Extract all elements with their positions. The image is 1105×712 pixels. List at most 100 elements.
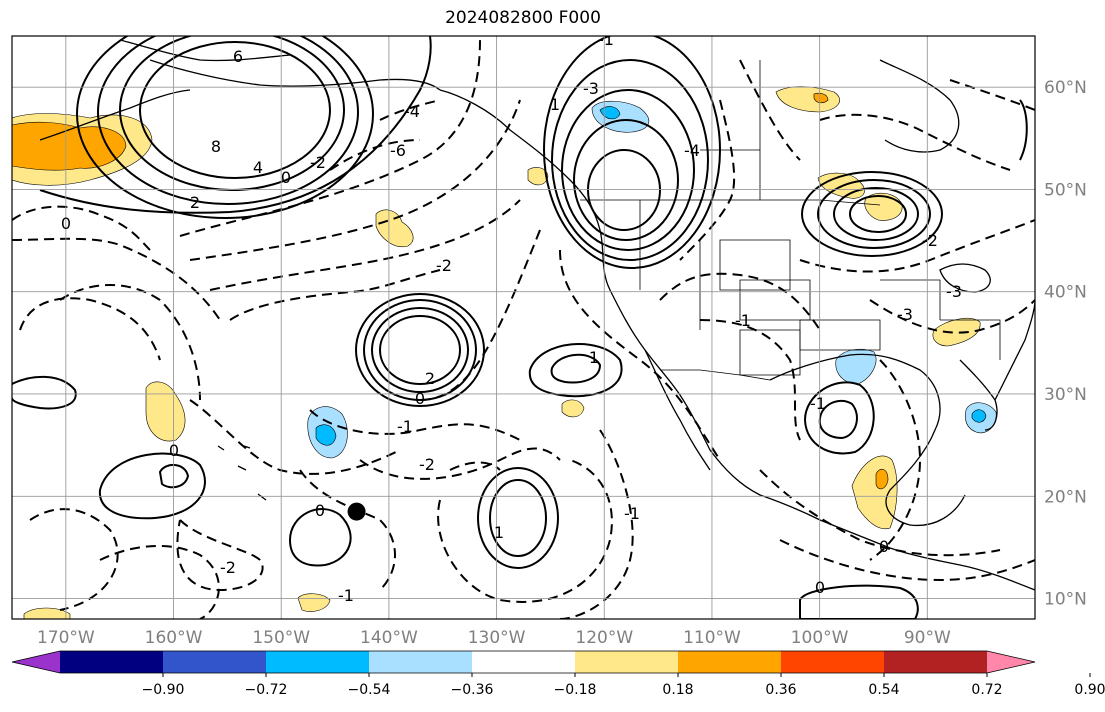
colorbar-segment [678, 651, 782, 673]
latitude-tick-label: 30°N [1044, 385, 1087, 405]
longitude-tick-label: 150°W [252, 628, 310, 648]
contour-label: -3 [897, 305, 913, 324]
colorbar-tick-label: 0.36 [765, 682, 796, 698]
contour-label: 0 [61, 214, 71, 233]
grid-lines [12, 36, 1035, 619]
colorbar-segment [781, 651, 885, 673]
colorbar-tick-label: −0.90 [142, 682, 185, 698]
borders [580, 60, 1001, 381]
contours [12, 36, 1035, 619]
contour-label: 2 [190, 193, 200, 212]
coastlines [39, 39, 1035, 591]
contour-label: -1 [397, 417, 413, 436]
contour-125w-inner [550, 353, 602, 384]
contour-98w-inner [818, 399, 858, 440]
shade-patch-yellow-11 [527, 167, 549, 186]
latitude-tick-label: 40°N [1044, 283, 1087, 303]
colorbar-tick-label: −0.18 [554, 682, 597, 698]
location-marker [347, 502, 366, 521]
shade-patch-yellow-12 [23, 607, 71, 619]
colorbar-extend-high [987, 651, 1035, 673]
coast-hawaii [217, 445, 267, 501]
colorbar-tick-label: 0.90 [1074, 682, 1105, 698]
coast-great-lakes [939, 263, 991, 293]
dashed-contours [12, 39, 1035, 619]
contour-label: -3 [946, 282, 962, 301]
plot-background [12, 36, 1035, 619]
coast-alaska-north [119, 39, 291, 62]
contour-98w [803, 381, 875, 455]
contour-label: -1 [624, 504, 640, 523]
contour-label: -1 [735, 311, 751, 330]
contour-label: -3 [583, 79, 599, 98]
longitude-tick-label: 130°W [468, 628, 526, 648]
coast-aleutians [39, 89, 191, 141]
colorbar-tick-label: 0.54 [868, 682, 899, 698]
contour-label: -2 [310, 153, 326, 172]
longitude-tick-label: 90°W [904, 628, 951, 648]
contour-label: 8 [211, 137, 221, 156]
colorbar-extend-low [12, 651, 60, 673]
contour-system-95w [801, 171, 943, 257]
shade-patch-blue-1b [599, 106, 621, 120]
longitude-labels: 170°W 160°W 150°W 140°W 130°W 120°W 110°W 100°W… [37, 628, 951, 648]
colorbar-outline [11, 650, 1036, 674]
shade-patch-yellow-8 [932, 318, 981, 347]
contour-label: 0 [169, 441, 179, 460]
shade-patch-blue-2b [315, 424, 337, 446]
contour-label: 4 [253, 158, 263, 177]
contour-170w [12, 375, 77, 410]
shade-patch-nw-orange [12, 121, 127, 171]
plot-frame [11, 35, 1036, 620]
contour-label: 1 [550, 95, 560, 114]
colorbar-segment [884, 651, 988, 673]
contour-label: 6 [233, 47, 243, 66]
contour-label: 0 [281, 168, 291, 187]
contour-145w [288, 508, 352, 567]
colorbar-tick-label: −0.72 [245, 682, 288, 698]
contour-160w-inner [158, 464, 190, 489]
colorbar-segment [575, 651, 679, 673]
contour-ne [1019, 99, 1028, 161]
latitude-labels: 60°N 50°N 40°N 30°N 20°N 10°N [1044, 78, 1087, 609]
contour-label: 0 [415, 389, 425, 408]
contour-125w [528, 343, 623, 398]
map-title: 2024082800 F000 [445, 8, 601, 28]
shade-patch-blue-3b [971, 409, 987, 423]
contour-label: -4 [404, 102, 420, 121]
contour-100w [799, 584, 919, 619]
colorbar-segment [60, 651, 164, 673]
contour-label: -6 [390, 141, 406, 160]
contour-label: -2 [436, 256, 452, 275]
coast-gulf [769, 353, 966, 527]
colorbar-segment [266, 651, 370, 673]
contour-label: 0 [879, 537, 889, 556]
coast-west-north-america [439, 89, 1035, 591]
border-us-mexico [660, 369, 771, 381]
contour-label: -1 [598, 30, 614, 49]
contour-160w [98, 452, 206, 520]
colorbar-tick-label: −0.36 [451, 682, 494, 698]
latitude-tick-label: 50°N [1044, 180, 1087, 200]
contour-system-nw [39, 36, 432, 219]
contour-label: 0 [815, 578, 825, 597]
coast-baja [644, 349, 711, 471]
coast-alaska [149, 59, 441, 91]
longitude-tick-label: 160°W [145, 628, 203, 648]
latitude-tick-label: 60°N [1044, 78, 1087, 98]
contour-label: -2 [419, 455, 435, 474]
colorbar-tick-label: 0.18 [662, 682, 693, 698]
colorbar: −0.90 −0.72 −0.54 −0.36 −0.18 0.18 0.36 0.54 0.7… [11, 650, 1105, 698]
contour-label: -1 [810, 394, 826, 413]
shaded-regions [12, 86, 997, 619]
coast-east [994, 299, 1035, 401]
longitude-tick-label: 170°W [37, 628, 95, 648]
contour-130w-outer [477, 467, 559, 569]
contour-label: 1 [589, 348, 599, 367]
contour-label: -4 [684, 141, 700, 160]
longitude-tick-label: 120°W [575, 628, 633, 648]
border-us-canada [580, 199, 881, 206]
shade-patch-yellow-6 [864, 192, 903, 221]
latitude-tick-label: 20°N [1044, 487, 1087, 507]
